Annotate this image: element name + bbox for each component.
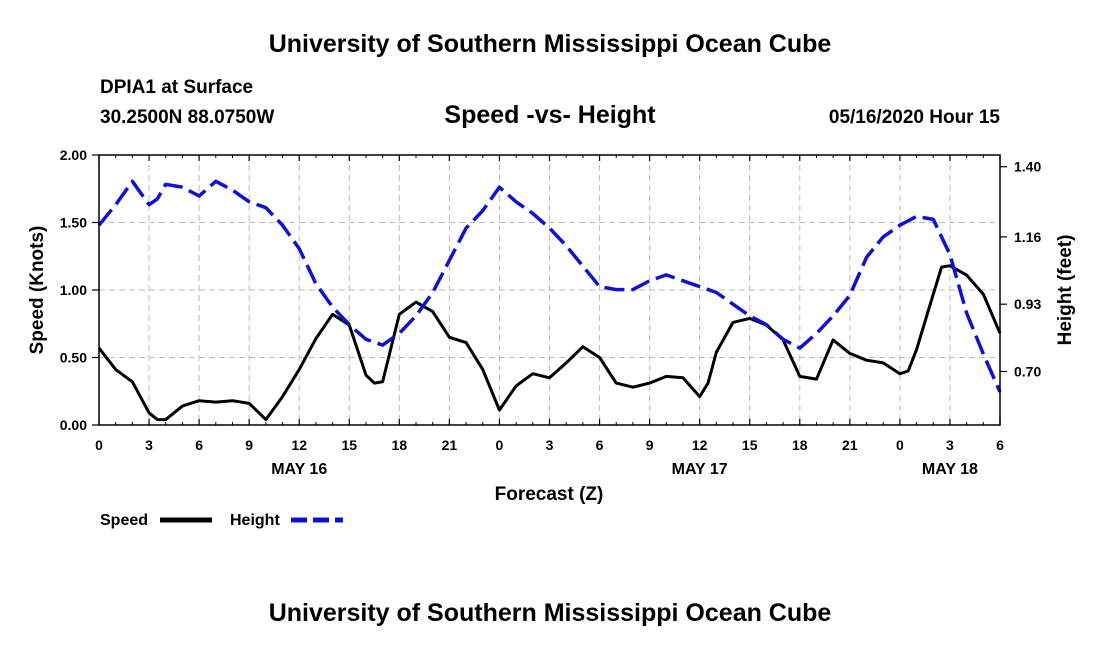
y-tick-label: 1.50 [60,215,87,231]
x-tick-label: 15 [341,437,357,453]
x-tick-label: 0 [496,437,504,453]
legend-height-label: Height [230,512,280,529]
y2-tick-label: 1.40 [1014,159,1041,175]
x-tick-label: 3 [546,437,554,453]
y-tick-label: 2.00 [60,147,87,163]
y2-axis-label: Height (feet) [1055,235,1076,346]
legend-speed-label: Speed [100,512,148,529]
x-tick-label: 21 [442,437,458,453]
date-label: MAY 18 [922,461,978,478]
x-tick-label: 3 [946,437,954,453]
date-label: MAY 17 [672,461,728,478]
x-tick-label: 0 [95,437,103,453]
date-label: MAY 16 [271,461,327,478]
x-tick-label: 0 [896,437,904,453]
page-title-bottom: University of Southern Mississippi Ocean… [268,599,832,627]
y-tick-label: 0.00 [60,417,87,433]
x-tick-label: 9 [245,437,253,453]
x-tick-label: 12 [291,437,307,453]
grid-lines [99,155,1000,425]
height-series-line [97,179,1002,393]
x-tick-label: 3 [145,437,153,453]
x-tick-label: 6 [195,437,203,453]
y2-tick-label: 0.93 [1014,296,1041,312]
x-tick-label: 21 [842,437,858,453]
speed-series-line [97,264,1002,422]
y2-tick-label: 1.16 [1014,229,1041,245]
y-tick-label: 1.00 [60,282,87,298]
chart-title: Speed -vs- Height [444,101,656,129]
x-tick-label: 18 [392,437,408,453]
axes: 0 3 6 9 12 15 18 21 0 3 6 9 12 15 18 21 0 3 6 MAY 16 MAY 17 M… [60,147,1042,478]
legend: Speed Height [100,512,343,529]
station-label: DPIA1 at Surface [100,77,254,98]
page-title-top: University of Southern Mississippi Ocean… [268,30,832,58]
x-axis-label: Forecast (Z) [495,484,604,505]
x-tick-label: 12 [692,437,708,453]
x-tick-label: 6 [996,437,1004,453]
y-tick-label: 0.50 [60,350,87,366]
coordinates-label: 30.2500N 88.0750W [100,107,275,128]
series-lines [97,179,1002,422]
forecast-datetime: 05/16/2020 Hour 15 [828,107,1000,128]
y-axis-label: Speed (Knots) [27,226,48,355]
x-tick-label: 18 [792,437,808,453]
speed-height-chart: 0 3 6 9 12 15 18 21 0 3 6 9 12 15 18 21 0 3 6 MAY 16 MAY 17 M… [27,147,1076,529]
x-tick-label: 15 [742,437,758,453]
y2-tick-label: 0.70 [1014,363,1041,379]
x-tick-label: 6 [596,437,604,453]
x-tick-label: 9 [646,437,654,453]
